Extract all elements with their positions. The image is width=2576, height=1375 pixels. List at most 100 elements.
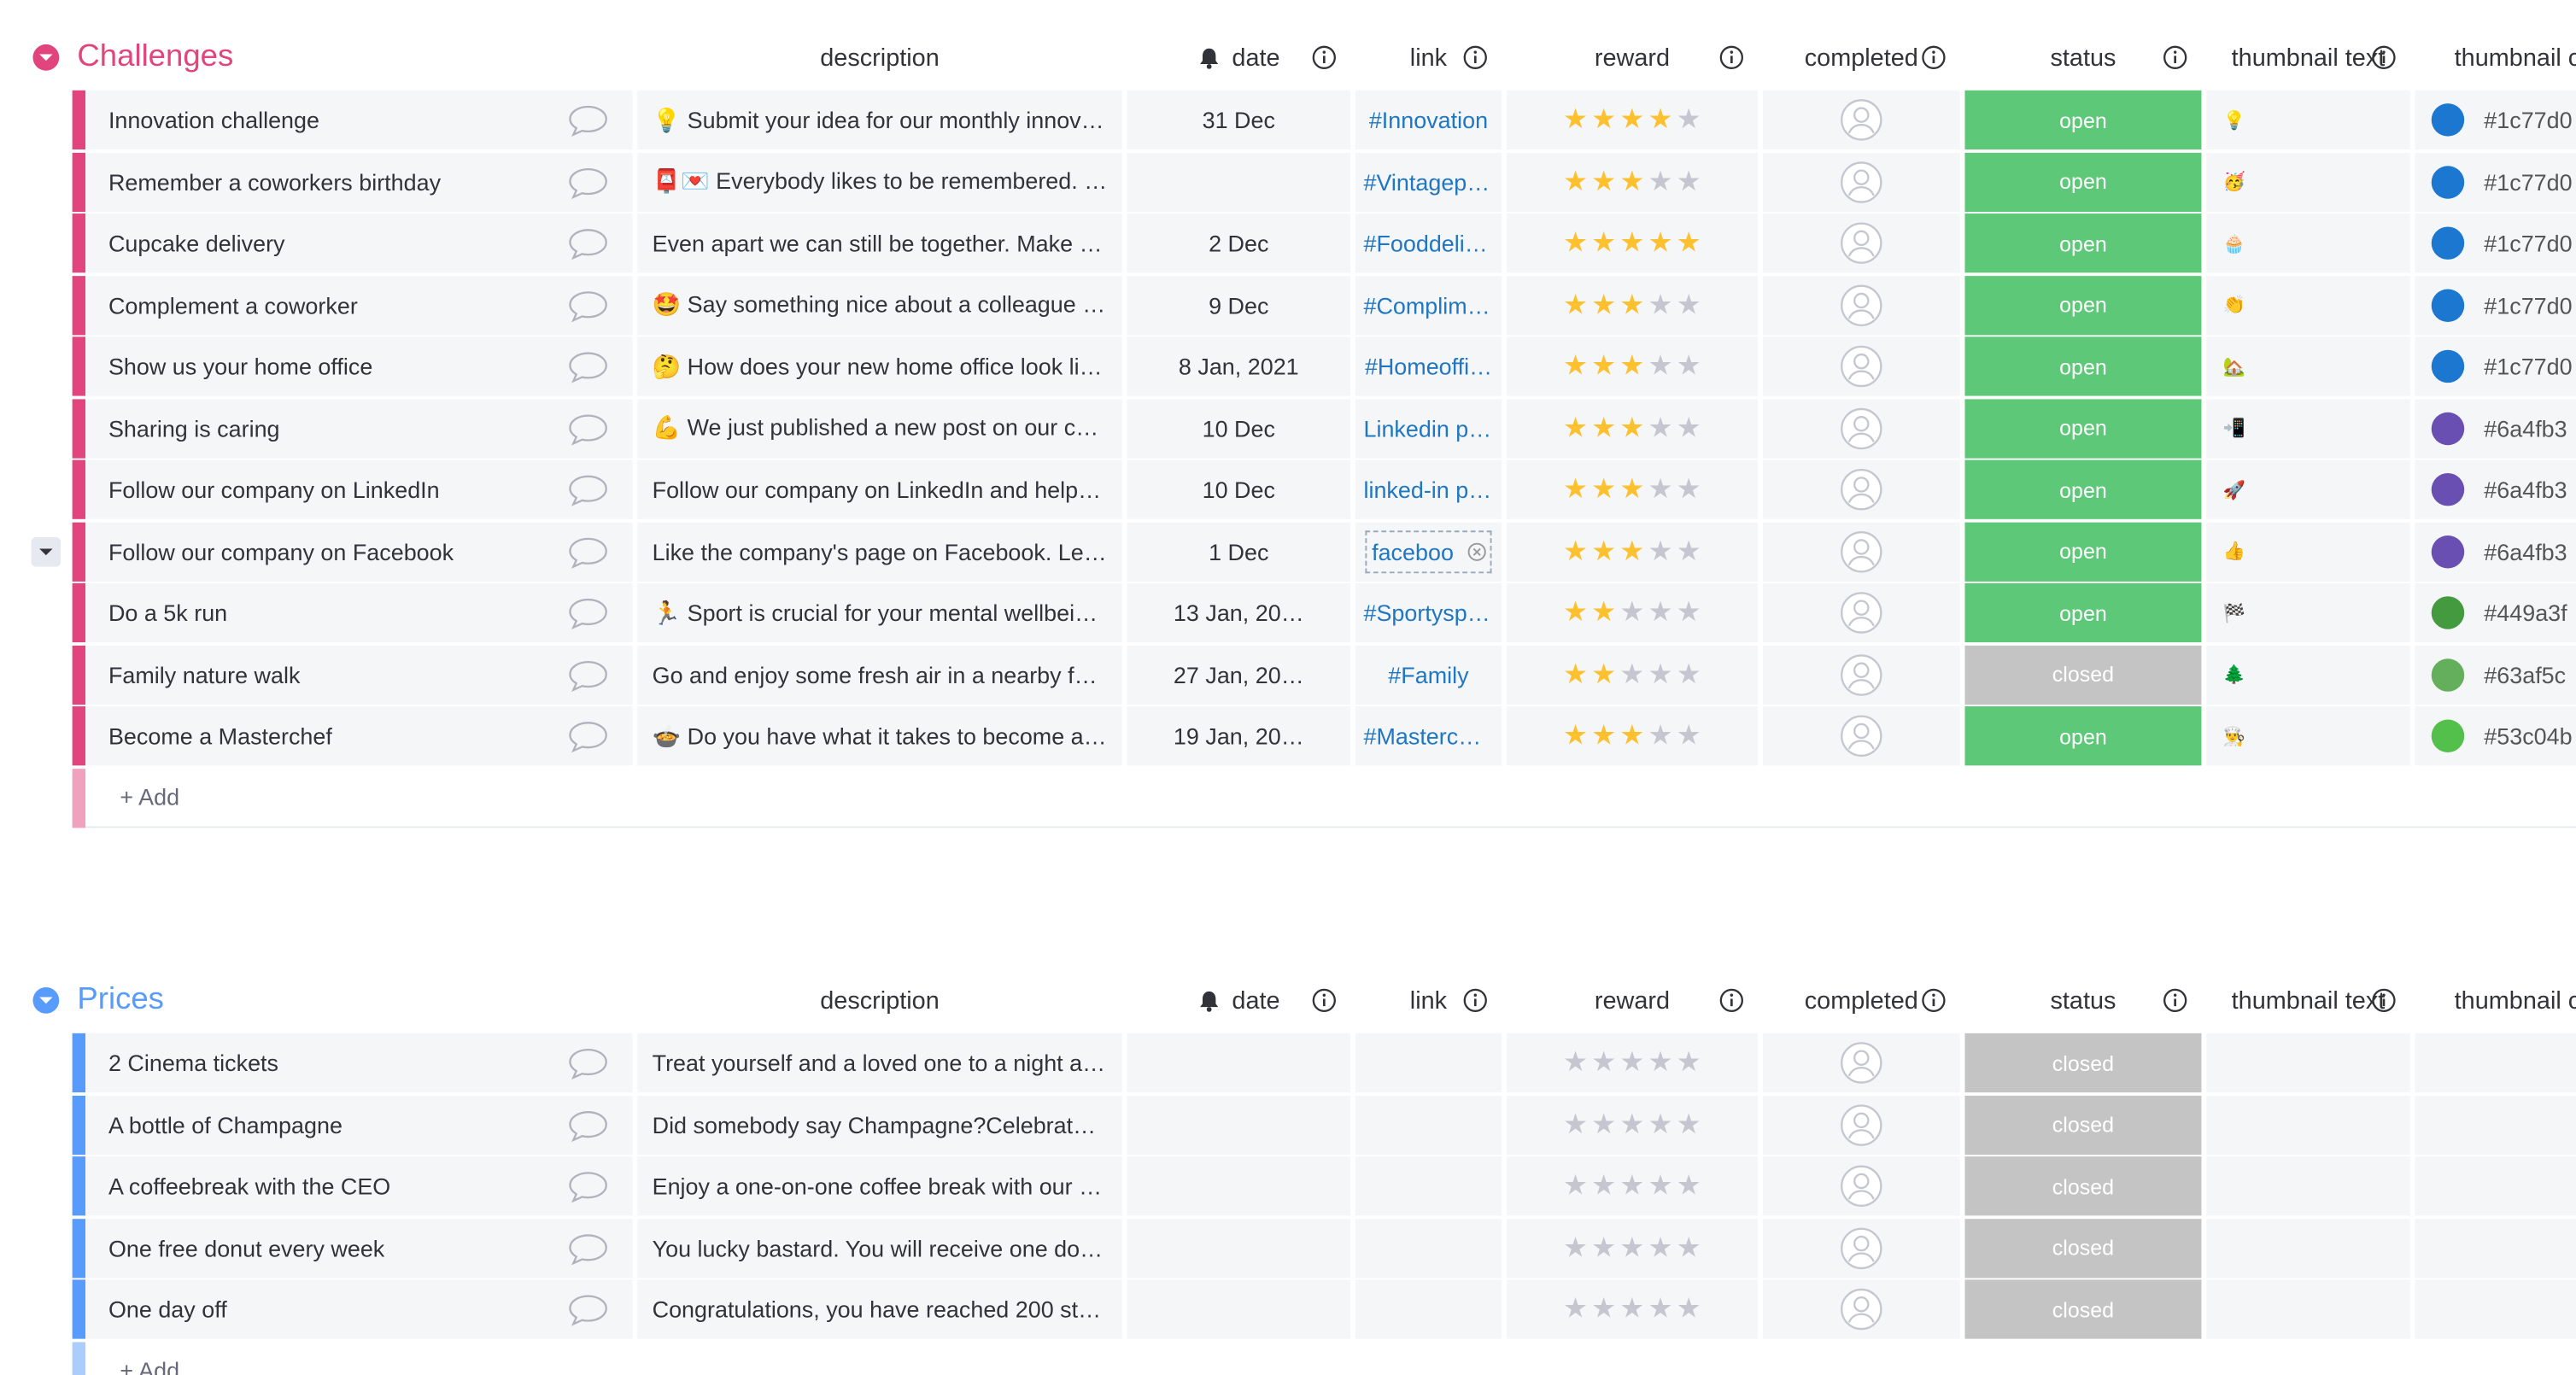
link-cell[interactable]: #Family xyxy=(1355,644,1502,705)
description-cell[interactable]: Follow our company on LinkedIn and help … xyxy=(637,459,1122,519)
star[interactable]: ★ xyxy=(1591,596,1617,628)
item-name-cell[interactable]: One free donut every week xyxy=(85,1218,633,1278)
add-item-row[interactable]: + Add xyxy=(85,1342,2576,1375)
star[interactable]: ★ xyxy=(1676,226,1701,258)
star[interactable]: ★ xyxy=(1562,596,1589,628)
group-title[interactable]: Prices xyxy=(77,982,164,1017)
completed-cell[interactable] xyxy=(1762,582,1960,643)
description-cell[interactable]: Did somebody say Champagne?Celebrate yo… xyxy=(637,1094,1122,1155)
group-toggle[interactable] xyxy=(32,44,60,71)
description-cell[interactable]: Treat yourself and a loved one to a nigh… xyxy=(637,1033,1122,1093)
add-item-row[interactable]: + Add xyxy=(85,768,2576,828)
link[interactable]: #Sportyspi… xyxy=(1363,600,1494,626)
completed-cell[interactable] xyxy=(1762,398,1960,458)
star[interactable]: ★ xyxy=(1619,349,1645,382)
star[interactable]: ★ xyxy=(1648,719,1673,752)
date-cell[interactable]: 27 Jan, 20… xyxy=(1127,644,1351,705)
link[interactable]: #Complime… xyxy=(1363,291,1494,319)
link[interactable]: linked-in pa… xyxy=(1363,476,1494,503)
star[interactable]: ★ xyxy=(1676,1231,1701,1263)
star[interactable]: ★ xyxy=(1619,1169,1645,1202)
thumbnail-color-cell[interactable] xyxy=(2415,1156,2576,1216)
star[interactable]: ★ xyxy=(1648,165,1673,196)
star[interactable]: ★ xyxy=(1619,103,1645,135)
description-cell[interactable]: Even apart we can still be together. Mak… xyxy=(637,214,1122,273)
star[interactable]: ★ xyxy=(1676,103,1701,135)
link[interactable]: #Masterch… xyxy=(1363,723,1494,750)
star[interactable]: ★ xyxy=(1676,411,1701,443)
item-name-cell[interactable]: Cupcake delivery xyxy=(85,214,633,273)
status-cell[interactable]: open xyxy=(1964,398,2202,458)
thumbnail-color-cell[interactable] xyxy=(2415,1279,2576,1339)
column-header[interactable]: thumbnail text xyxy=(2206,25,2410,91)
column-header[interactable]: reward xyxy=(1507,25,1758,91)
star[interactable]: ★ xyxy=(1591,472,1617,505)
star[interactable]: ★ xyxy=(1619,165,1645,196)
star[interactable]: ★ xyxy=(1562,103,1589,135)
status-cell[interactable]: open xyxy=(1964,90,2202,150)
completed-cell[interactable] xyxy=(1762,459,1960,519)
thumbnail-text-cell[interactable]: 🏁 xyxy=(2206,582,2410,643)
row-menu[interactable] xyxy=(31,536,61,566)
item-name-cell[interactable]: Sharing is caring xyxy=(85,398,633,458)
star[interactable]: ★ xyxy=(1562,658,1589,689)
column-header[interactable]: link xyxy=(1355,25,1502,91)
thumbnail-color-cell[interactable] xyxy=(2415,1094,2576,1155)
thumbnail-text-cell[interactable]: 🧁 xyxy=(2206,214,2410,273)
star[interactable]: ★ xyxy=(1591,288,1617,320)
reward-cell[interactable]: ★ ★ ★ ★ ★ xyxy=(1506,336,1759,396)
star[interactable]: ★ xyxy=(1591,1046,1617,1078)
description-cell[interactable]: 🍲 Do you have what it takes to become a … xyxy=(637,706,1122,766)
thumbnail-color-cell[interactable]: #63af5c xyxy=(2415,644,2576,705)
star[interactable]: ★ xyxy=(1619,1292,1645,1325)
star[interactable]: ★ xyxy=(1619,226,1645,258)
column-header[interactable]: date xyxy=(1127,968,1351,1033)
status-cell[interactable]: closed xyxy=(1964,1279,2202,1339)
item-name-cell[interactable]: Innovation challenge xyxy=(85,90,633,150)
star[interactable]: ★ xyxy=(1562,535,1589,566)
star[interactable]: ★ xyxy=(1591,349,1617,382)
thumbnail-text-cell[interactable]: 🌲 xyxy=(2206,644,2410,705)
reward-cell[interactable]: ★ ★ ★ ★ ★ xyxy=(1506,1156,1759,1216)
date-cell[interactable] xyxy=(1127,1279,1351,1339)
completed-cell[interactable] xyxy=(1762,521,1960,581)
link[interactable]: faceboo xyxy=(1365,530,1492,573)
star[interactable]: ★ xyxy=(1676,165,1701,196)
star[interactable]: ★ xyxy=(1562,165,1589,196)
group-title[interactable]: Challenges xyxy=(77,39,234,74)
column-header[interactable]: date xyxy=(1127,25,1351,91)
star[interactable]: ★ xyxy=(1648,658,1673,689)
link-cell[interactable]: #Sportyspi… xyxy=(1355,582,1502,643)
star[interactable]: ★ xyxy=(1676,719,1701,752)
thumbnail-color-cell[interactable]: #1c77d0 xyxy=(2415,90,2576,150)
reward-cell[interactable]: ★ ★ ★ ★ ★ xyxy=(1506,214,1759,273)
star[interactable]: ★ xyxy=(1591,658,1617,689)
star[interactable]: ★ xyxy=(1676,1292,1701,1325)
link-cell[interactable]: Linkedin po… xyxy=(1355,398,1502,458)
reward-cell[interactable]: ★ ★ ★ ★ ★ xyxy=(1506,90,1759,150)
reward-cell[interactable]: ★ ★ ★ ★ ★ xyxy=(1506,1279,1759,1339)
status-cell[interactable]: open xyxy=(1964,275,2202,335)
link-cell[interactable] xyxy=(1355,1033,1502,1093)
status-cell[interactable]: closed xyxy=(1964,1156,2202,1216)
thumbnail-text-cell[interactable]: 🥳 xyxy=(2206,151,2410,212)
thumbnail-color-cell[interactable] xyxy=(2415,1218,2576,1278)
star[interactable]: ★ xyxy=(1619,596,1645,628)
date-cell[interactable]: 19 Jan, 20… xyxy=(1127,706,1351,766)
thumbnail-text-cell[interactable]: 💡 xyxy=(2206,90,2410,150)
description-cell[interactable]: 📮💌 Everybody likes to be remembered. Wh… xyxy=(637,151,1122,212)
reward-cell[interactable]: ★ ★ ★ ★ ★ xyxy=(1506,151,1759,212)
star[interactable]: ★ xyxy=(1648,472,1673,505)
thumbnail-text-cell[interactable] xyxy=(2206,1279,2410,1339)
completed-cell[interactable] xyxy=(1762,706,1960,766)
item-name-cell[interactable]: 2 Cinema tickets xyxy=(85,1033,633,1093)
star[interactable]: ★ xyxy=(1562,288,1589,320)
thumbnail-text-cell[interactable]: 👍 xyxy=(2206,521,2410,581)
status-cell[interactable]: open xyxy=(1964,521,2202,581)
star[interactable]: ★ xyxy=(1591,1169,1617,1202)
status-cell[interactable]: open xyxy=(1964,582,2202,643)
description-cell[interactable]: 🤩 Say something nice about a colleague i… xyxy=(637,275,1122,335)
thumbnail-color-cell[interactable]: #53c04b xyxy=(2415,706,2576,766)
reward-cell[interactable]: ★ ★ ★ ★ ★ xyxy=(1506,644,1759,705)
star[interactable]: ★ xyxy=(1562,226,1589,258)
